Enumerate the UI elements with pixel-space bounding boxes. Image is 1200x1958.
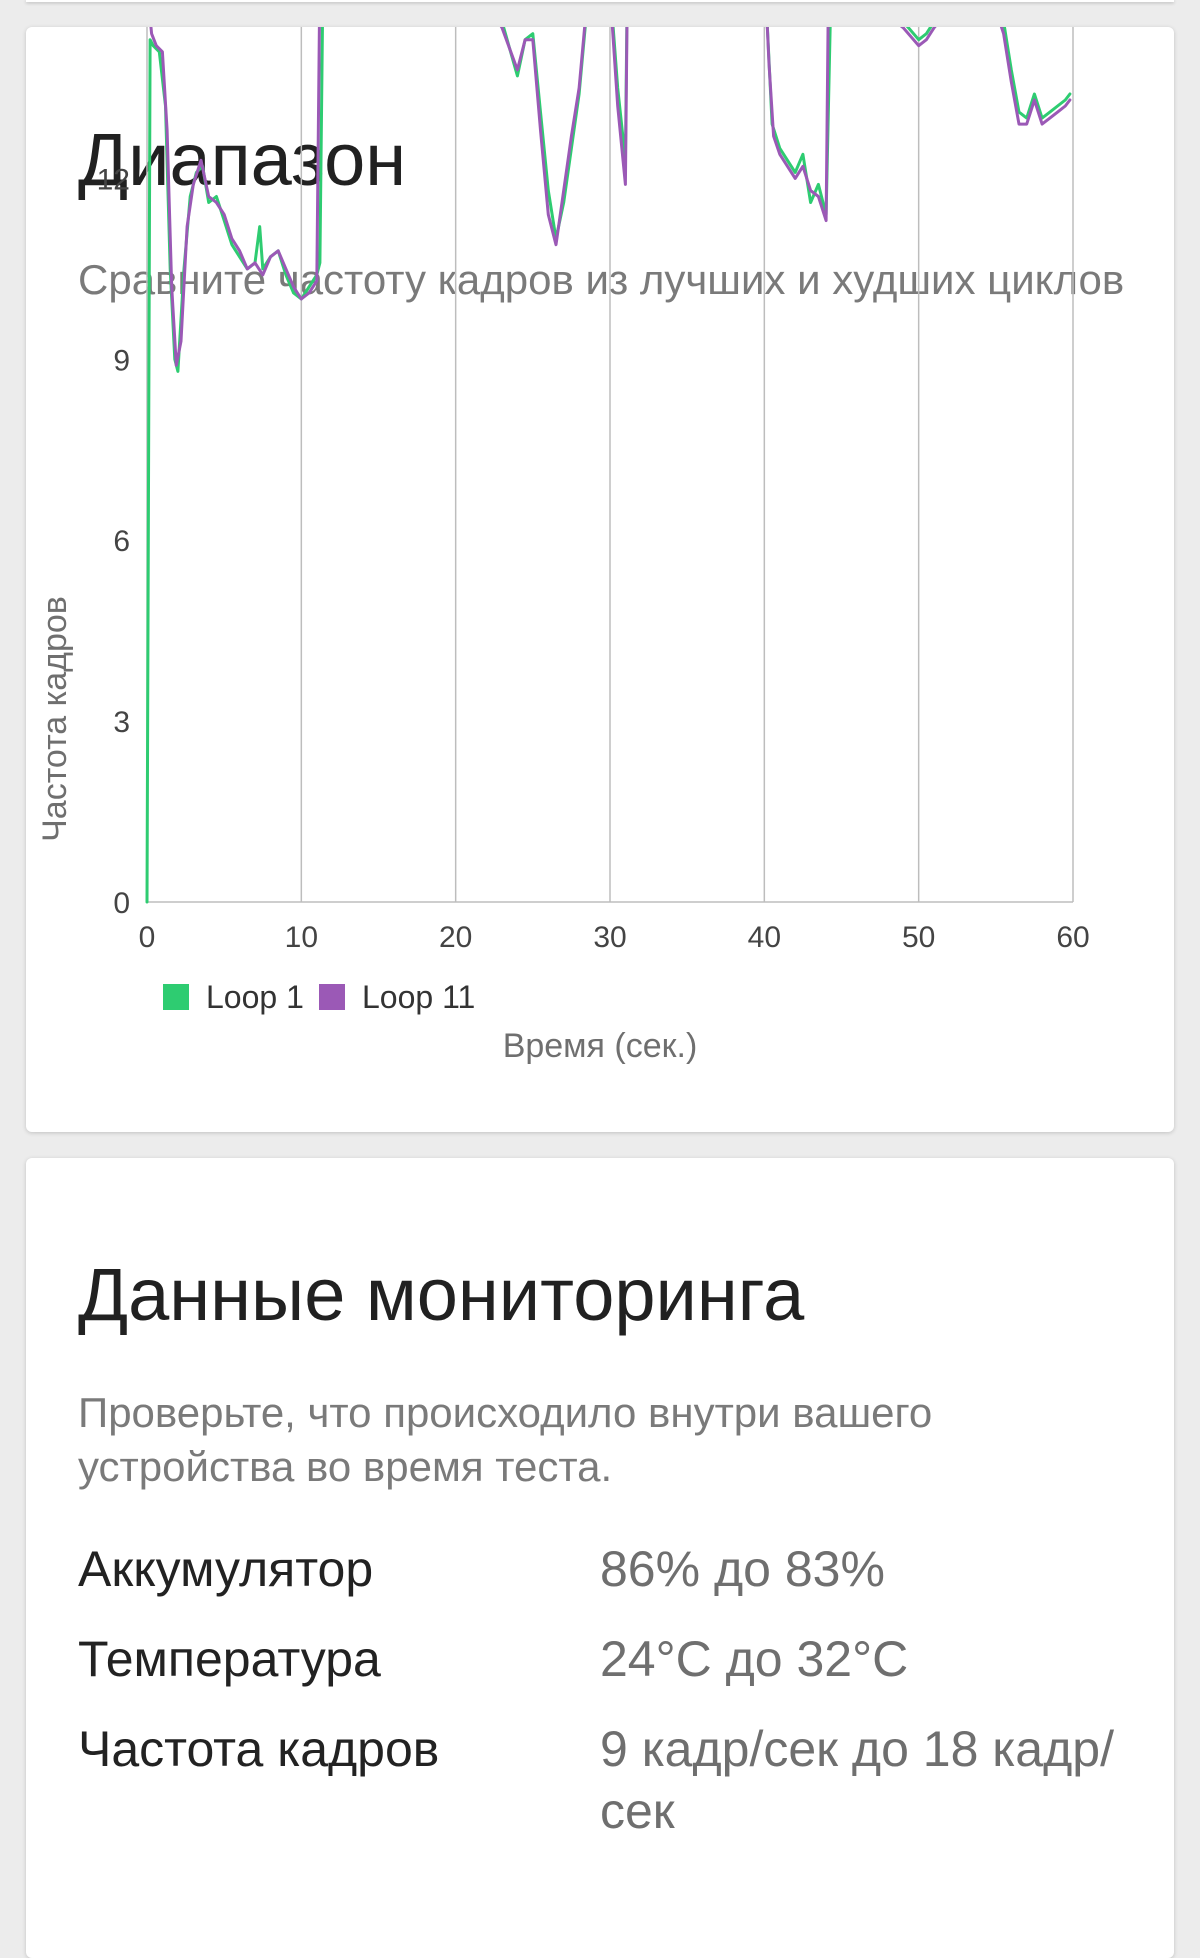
chart-x-axis-title: Время (сек.) [503, 1027, 698, 1065]
chart-x-tick-label: 30 [593, 921, 626, 954]
chart-series-line-2 [149, 27, 1072, 367]
chart-legend-label-2: Loop 11 [362, 979, 475, 1015]
stat-label-framerate: Частота кадров [78, 1721, 440, 1777]
chart-y-tick-label: 12 [97, 163, 130, 196]
previous-card-edge [26, 0, 1174, 2]
chart-legend-label-1: Loop 1 [206, 979, 304, 1015]
chart-series-line-1 [145, 27, 1072, 904]
chart-x-tick-label: 10 [285, 921, 318, 954]
chart-x-tick-label: 60 [1056, 921, 1089, 954]
monitoring-card: Данные мониторинга Проверьте, что происх… [26, 1158, 1174, 1958]
chart-legend-swatch-2 [319, 984, 345, 1010]
chart-y-tick-label: 3 [113, 706, 130, 739]
stat-label-temperature: Температура [78, 1631, 381, 1687]
stat-value-temperature: 24°C до 32°C [600, 1631, 909, 1687]
chart-x-tick-label: 40 [748, 921, 781, 954]
chart-legend-swatch-1 [163, 984, 189, 1010]
chart-y-tick-label: 6 [113, 525, 130, 558]
stat-value-framerate: 9 кадр/сек до 18 кадр/сек [600, 1721, 1114, 1839]
chart-y-tick-label: 0 [113, 887, 130, 920]
monitoring-stats-list: Аккумулятор 86% до 83% Температура 24°C … [78, 1538, 1138, 1870]
stat-row-framerate: Частота кадров 9 кадр/сек до 18 кадр/сек [78, 1718, 1138, 1842]
stat-row-temperature: Температура 24°C до 32°C [78, 1628, 1138, 1690]
chart-x-tick-label: 0 [139, 921, 156, 954]
range-card-title: Диапазон [78, 118, 407, 201]
monitoring-card-title: Данные мониторинга [78, 1253, 805, 1336]
chart-x-tick-label: 50 [902, 921, 935, 954]
stat-value-battery: 86% до 83% [600, 1541, 885, 1597]
stat-row-battery: Аккумулятор 86% до 83% [78, 1538, 1138, 1600]
chart-x-tick-label: 20 [439, 921, 472, 954]
chart-y-axis-title: Частота кадров [36, 596, 74, 842]
range-card: Диапазон Сравните частоту кадров из лучш… [26, 27, 1174, 1132]
monitoring-card-subtitle: Проверьте, что происходило внутри вашего… [78, 1389, 933, 1490]
chart-y-tick-label: 9 [113, 344, 130, 377]
stat-label-battery: Аккумулятор [78, 1541, 374, 1597]
